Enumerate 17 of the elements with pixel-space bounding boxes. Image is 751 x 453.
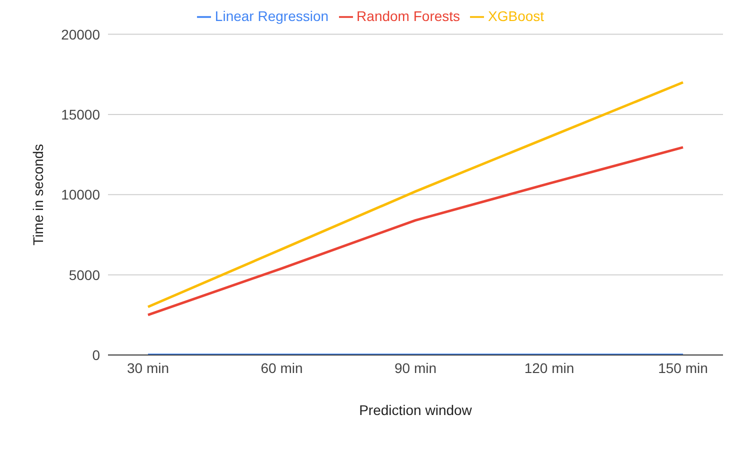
x-tick-label: 30 min	[126, 360, 170, 376]
y-tick-label: 0	[92, 346, 100, 363]
line-series	[146, 81, 684, 308]
x-tick-label: 90 min	[394, 360, 437, 376]
x-tick-label: 60 min	[260, 360, 303, 376]
legend-label: XGBoost	[488, 8, 544, 24]
x-tick-label: 150 min	[658, 360, 708, 376]
x-tick-label: 120 min	[524, 360, 574, 376]
y-tick-label: 10000	[61, 186, 100, 203]
y-tick-label: 20000	[61, 26, 100, 42]
line-series	[146, 146, 684, 316]
legend-label: Random Forests	[356, 8, 460, 24]
y-tick-label: 5000	[68, 266, 100, 283]
x-axis-title: Prediction window	[359, 402, 473, 418]
y-tick-label: 15000	[61, 106, 100, 122]
y-axis-title: Time in seconds	[30, 144, 46, 246]
legend-label: Linear Regression	[214, 8, 329, 24]
